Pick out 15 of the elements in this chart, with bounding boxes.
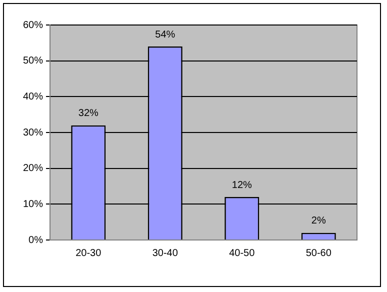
y-tick-label: 10% bbox=[23, 198, 44, 210]
data-label: 12% bbox=[232, 180, 252, 191]
x-tick-label: 30-40 bbox=[152, 248, 178, 259]
data-label: 2% bbox=[311, 216, 326, 227]
data-label: 32% bbox=[78, 108, 99, 120]
x-tick-label: 40-50 bbox=[229, 248, 256, 259]
y-tick-label: 0% bbox=[28, 234, 44, 246]
x-tick-label: 20-30 bbox=[76, 248, 102, 259]
y-tick-label: 40% bbox=[23, 91, 44, 102]
y-tick-label: 30% bbox=[23, 127, 44, 138]
y-tick-label: 50% bbox=[23, 56, 44, 67]
y-tick-label: 20% bbox=[23, 163, 44, 174]
data-label: 54% bbox=[155, 29, 176, 40]
y-tick-label: 60% bbox=[23, 20, 44, 31]
x-tick-label: 50-60 bbox=[306, 248, 332, 259]
